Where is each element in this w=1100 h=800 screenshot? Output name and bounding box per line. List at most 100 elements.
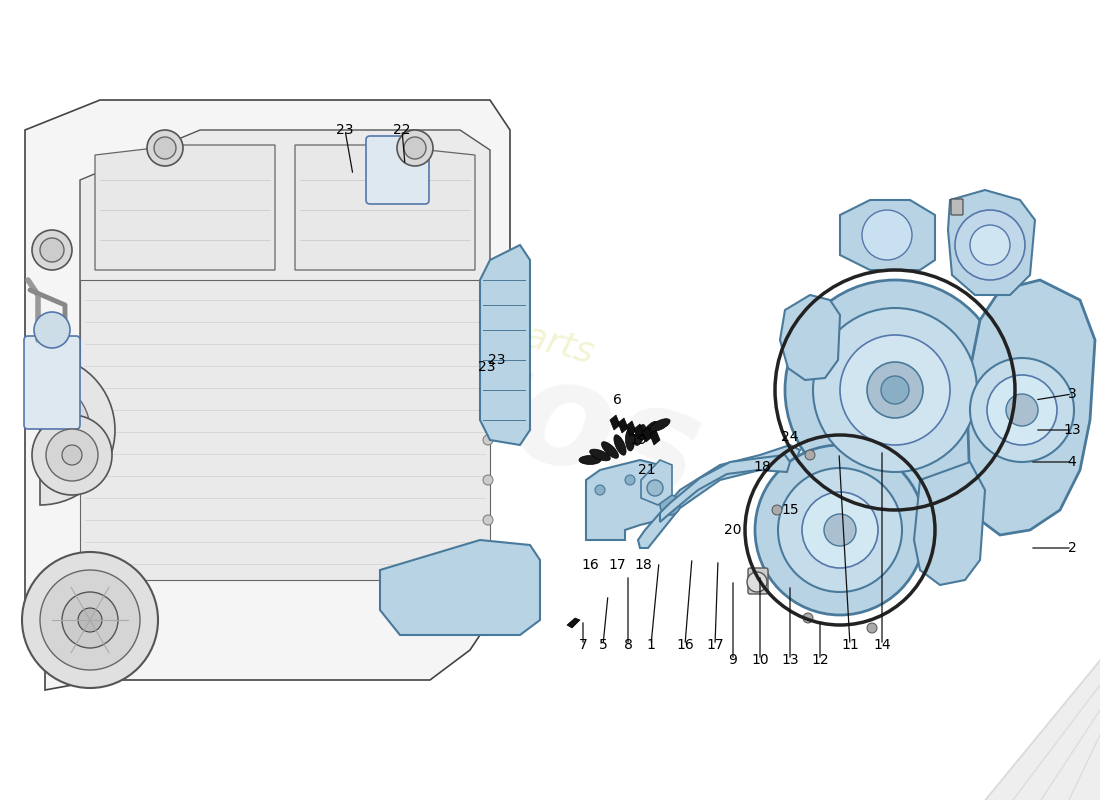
- Circle shape: [650, 475, 660, 485]
- Text: 23: 23: [337, 123, 354, 137]
- Text: a passion for parts: a passion for parts: [263, 250, 597, 370]
- Text: 5: 5: [598, 638, 607, 652]
- FancyBboxPatch shape: [748, 568, 768, 594]
- Text: 15: 15: [781, 503, 799, 517]
- Text: 12: 12: [811, 653, 828, 667]
- Circle shape: [404, 137, 426, 159]
- Polygon shape: [480, 245, 530, 445]
- Polygon shape: [638, 445, 800, 548]
- Polygon shape: [610, 415, 620, 430]
- Text: 7: 7: [579, 638, 587, 652]
- Circle shape: [862, 210, 912, 260]
- Circle shape: [802, 492, 878, 568]
- Polygon shape: [25, 100, 510, 690]
- Text: 23: 23: [488, 353, 506, 367]
- Circle shape: [867, 362, 923, 418]
- Circle shape: [46, 429, 98, 481]
- Polygon shape: [566, 618, 580, 628]
- Circle shape: [881, 376, 909, 404]
- Circle shape: [483, 395, 493, 405]
- Text: eLuros: eLuros: [144, 250, 716, 530]
- Ellipse shape: [602, 442, 618, 458]
- Text: 18: 18: [634, 558, 652, 572]
- Polygon shape: [80, 280, 490, 580]
- Polygon shape: [968, 280, 1094, 535]
- Text: 23: 23: [478, 360, 496, 374]
- Ellipse shape: [626, 429, 635, 451]
- Text: 6: 6: [613, 393, 621, 407]
- Text: 9: 9: [728, 653, 737, 667]
- Polygon shape: [642, 427, 652, 442]
- Circle shape: [987, 375, 1057, 445]
- Text: 21: 21: [638, 463, 656, 477]
- Polygon shape: [914, 462, 984, 585]
- Polygon shape: [379, 540, 540, 635]
- Circle shape: [34, 312, 70, 348]
- Polygon shape: [634, 424, 643, 439]
- Text: 3: 3: [1068, 387, 1077, 401]
- FancyBboxPatch shape: [952, 199, 962, 215]
- Circle shape: [813, 308, 977, 472]
- Circle shape: [483, 355, 493, 365]
- Circle shape: [625, 475, 635, 485]
- Text: 17: 17: [608, 558, 626, 572]
- Circle shape: [867, 623, 877, 633]
- Wedge shape: [40, 355, 116, 505]
- FancyBboxPatch shape: [24, 336, 80, 429]
- Ellipse shape: [614, 434, 626, 455]
- Circle shape: [397, 130, 433, 166]
- Polygon shape: [95, 145, 275, 270]
- Text: 19: 19: [629, 433, 647, 447]
- Circle shape: [1006, 394, 1038, 426]
- Circle shape: [747, 572, 767, 592]
- Circle shape: [805, 450, 815, 460]
- Circle shape: [40, 238, 64, 262]
- Circle shape: [40, 570, 140, 670]
- Circle shape: [778, 468, 902, 592]
- Polygon shape: [780, 295, 840, 380]
- Ellipse shape: [635, 425, 646, 446]
- Ellipse shape: [579, 455, 601, 465]
- Text: 8: 8: [624, 638, 632, 652]
- Circle shape: [660, 495, 680, 515]
- Circle shape: [755, 445, 925, 615]
- Polygon shape: [626, 421, 636, 436]
- Text: 16: 16: [676, 638, 694, 652]
- Wedge shape: [40, 380, 90, 480]
- Polygon shape: [618, 418, 628, 433]
- Circle shape: [647, 480, 663, 496]
- Polygon shape: [586, 460, 670, 540]
- Text: 16: 16: [581, 558, 598, 572]
- Circle shape: [840, 335, 950, 445]
- Text: 14: 14: [873, 638, 891, 652]
- Circle shape: [154, 137, 176, 159]
- Text: 17: 17: [706, 638, 724, 652]
- Circle shape: [595, 485, 605, 495]
- Circle shape: [772, 505, 782, 515]
- Text: 18: 18: [754, 460, 771, 474]
- Circle shape: [955, 210, 1025, 280]
- Polygon shape: [660, 455, 790, 522]
- Text: 4: 4: [1068, 455, 1077, 469]
- Text: 2: 2: [1068, 541, 1077, 555]
- Text: 10: 10: [751, 653, 769, 667]
- Text: 1: 1: [647, 638, 656, 652]
- Polygon shape: [641, 460, 672, 505]
- Text: 13: 13: [781, 653, 799, 667]
- Circle shape: [483, 315, 493, 325]
- Circle shape: [483, 515, 493, 525]
- Text: 22: 22: [394, 123, 410, 137]
- FancyBboxPatch shape: [366, 136, 429, 204]
- Circle shape: [147, 130, 183, 166]
- Circle shape: [32, 230, 72, 270]
- Circle shape: [62, 445, 82, 465]
- Ellipse shape: [590, 449, 610, 461]
- Circle shape: [32, 415, 112, 495]
- Circle shape: [970, 358, 1074, 462]
- Circle shape: [483, 475, 493, 485]
- Text: 20: 20: [724, 523, 741, 537]
- Polygon shape: [984, 660, 1100, 800]
- Polygon shape: [840, 200, 935, 270]
- Circle shape: [78, 608, 102, 632]
- Polygon shape: [650, 430, 660, 445]
